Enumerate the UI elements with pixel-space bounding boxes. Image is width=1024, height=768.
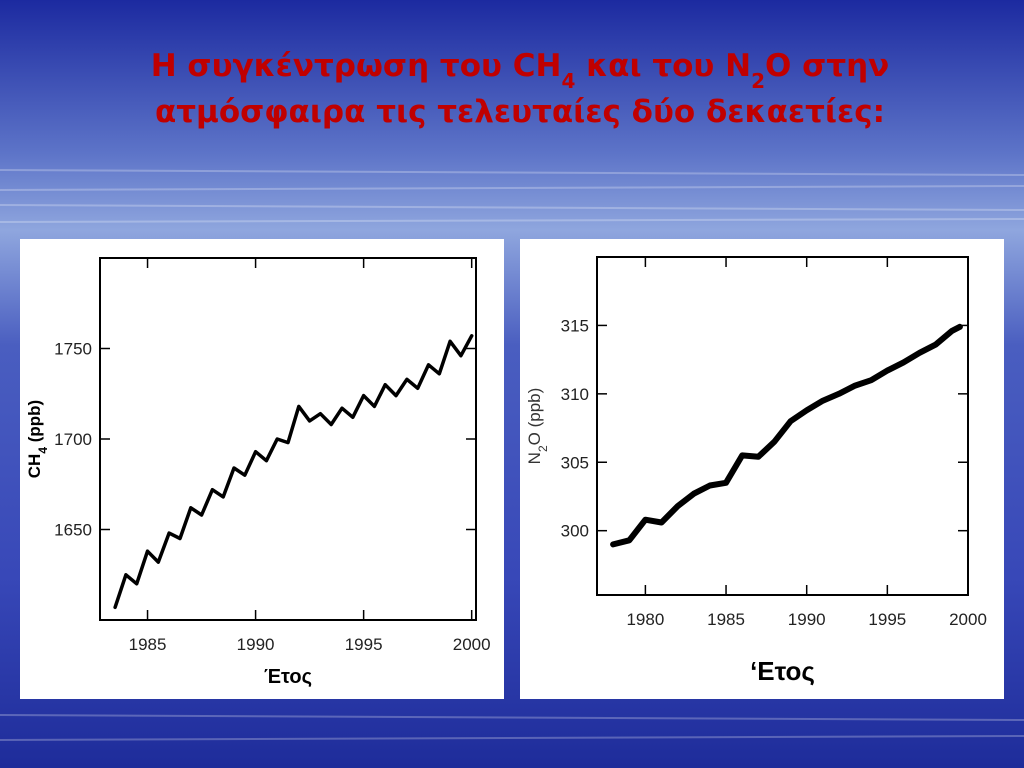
plot-frame: [596, 256, 969, 596]
text-part: O (ppb): [525, 388, 544, 446]
y-tick-label: 305: [561, 453, 589, 472]
y-axis-label: N2O (ppb): [525, 388, 550, 465]
y-axis-label: CH4 (ppb): [25, 400, 50, 478]
background-stripes: [0, 169, 1024, 741]
y-tick-label: 315: [561, 316, 589, 335]
subscript: 4: [36, 447, 50, 454]
x-tick-label: 1985: [707, 610, 745, 629]
x-axis-label: ‘Ετος: [750, 656, 815, 686]
text-part: Η συγκέντρωση του CH: [151, 48, 562, 84]
text-part: ατμόσφαιρα τις τελευταίες δύο δεκαετίες:: [155, 94, 885, 130]
subscript: 2: [751, 69, 765, 93]
y-tick-label: 1700: [54, 430, 92, 449]
slide-title-line: Η συγκέντρωση του CH4 και του N2O στην: [151, 48, 890, 93]
y-tick-label: 1650: [54, 521, 92, 540]
x-tick-label: 2000: [949, 610, 987, 629]
text-part: (ppb): [25, 400, 44, 447]
data-line: [113, 334, 474, 610]
x-tick-label: 1985: [129, 635, 167, 654]
chart-panel: [520, 239, 1004, 699]
x-axis-label: Έτος: [264, 666, 312, 688]
text-part: και του N: [575, 48, 751, 84]
x-tick-label: 2000: [453, 635, 491, 654]
subscript: 4: [561, 69, 575, 93]
data-line: [610, 323, 963, 548]
chart-panel: [20, 239, 504, 699]
text-part: CH: [25, 454, 44, 479]
y-tick-label: 1750: [54, 340, 92, 359]
text-part: N: [525, 452, 544, 464]
x-tick-label: 1995: [345, 635, 383, 654]
y-tick-label: 310: [561, 385, 589, 404]
y-tick-label: 300: [561, 522, 589, 541]
subscript: 2: [536, 445, 550, 452]
x-tick-label: 1990: [788, 610, 826, 629]
text-part: O στην: [765, 48, 889, 84]
slide-title-line: ατμόσφαιρα τις τελευταίες δύο δεκαετίες:: [155, 94, 885, 130]
x-tick-label: 1990: [237, 635, 275, 654]
x-tick-label: 1980: [626, 610, 664, 629]
x-tick-label: 1995: [868, 610, 906, 629]
